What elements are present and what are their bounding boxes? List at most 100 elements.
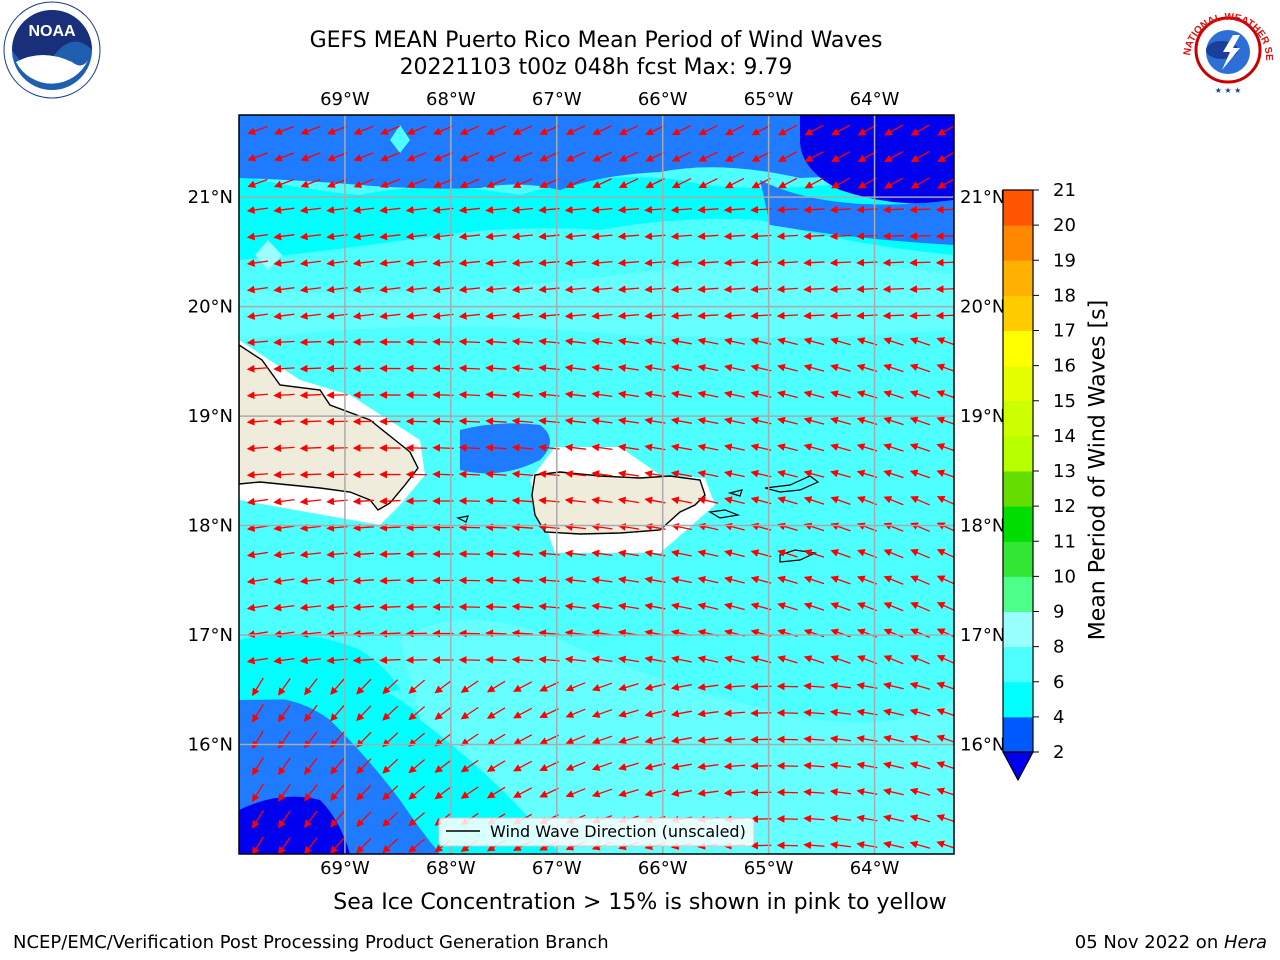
wave-direction-arrow <box>617 364 639 372</box>
wave-direction-arrow <box>698 124 718 136</box>
wave-direction-arrow <box>485 470 507 479</box>
wave-direction-arrow <box>803 602 825 611</box>
wave-direction-arrow <box>326 603 348 612</box>
wave-direction-arrow <box>882 311 905 320</box>
wave-direction-arrow <box>670 470 692 478</box>
wave-direction-arrow <box>304 757 318 775</box>
wave-direction-arrow <box>513 787 533 798</box>
wave-period-field <box>239 115 954 854</box>
wave-direction-arrow <box>617 258 640 267</box>
colorbar-segment <box>1003 260 1033 296</box>
wave-direction-arrow <box>909 840 931 849</box>
graticule <box>239 115 954 854</box>
wave-direction-arrow <box>831 177 851 189</box>
wave-direction-arrow <box>382 705 399 721</box>
lon-label-bottom: 66°W <box>638 858 688 879</box>
wave-direction-arrow <box>458 205 481 214</box>
wave-direction-arrow <box>803 311 825 320</box>
wave-direction-arrow <box>246 206 268 214</box>
wave-direction-arrow <box>909 708 931 717</box>
wave-direction-arrow <box>723 735 746 744</box>
colorbar-segment <box>1003 330 1033 367</box>
footer-date-text: 05 Nov 2022 on <box>1074 932 1224 953</box>
wave-direction-arrow <box>299 444 322 453</box>
wave-direction-arrow <box>645 151 665 162</box>
wave-direction-arrow <box>910 496 930 506</box>
wave-direction-arrow <box>670 443 692 452</box>
wave-direction-arrow <box>617 285 640 294</box>
wave-direction-arrow <box>883 787 904 796</box>
wave-direction-arrow <box>697 549 719 558</box>
wave-direction-arrow <box>352 312 375 320</box>
wave-direction-arrow <box>618 125 639 136</box>
wave-direction-arrow <box>300 152 321 162</box>
wave-direction-arrow <box>512 151 533 162</box>
wave-direction-arrow <box>777 124 798 136</box>
wave-direction-arrow <box>777 337 798 346</box>
wave-direction-arrow <box>777 549 798 558</box>
wave-direction-arrow <box>273 577 295 585</box>
wave-direction-arrow <box>723 788 746 797</box>
colorbar-tick-label: 15 <box>1053 391 1076 412</box>
wave-direction-arrow <box>564 523 587 531</box>
wave-direction-arrow <box>856 549 878 559</box>
wave-direction-arrow <box>278 836 291 854</box>
wave-direction-arrow <box>671 151 692 162</box>
wave-direction-arrow <box>591 735 613 745</box>
wave-direction-arrow <box>460 706 479 720</box>
wave-direction-arrow <box>299 391 322 400</box>
wave-direction-arrow <box>697 575 719 584</box>
wave-direction-arrow <box>459 178 480 188</box>
wave-direction-arrow <box>777 602 798 611</box>
map-frame <box>238 114 955 855</box>
colorbar-segment <box>1003 576 1033 612</box>
wave-direction-arrow <box>459 125 480 135</box>
wave-direction-arrow <box>380 178 401 188</box>
wave-direction-arrow <box>884 177 904 189</box>
wave-direction-arrow <box>723 363 745 372</box>
wave-direction-arrow <box>883 681 904 690</box>
wave-direction-arrow <box>511 205 534 214</box>
wave-direction-arrow <box>776 232 799 241</box>
wave-direction-arrow <box>247 178 268 188</box>
lat-label-left: 21°N <box>188 187 233 208</box>
wave-direction-arrow <box>883 734 904 743</box>
wave-direction-arrow <box>830 337 851 346</box>
wave-direction-arrow <box>326 656 348 665</box>
wave-direction-arrow <box>379 285 401 294</box>
colorbar-segment <box>1003 190 1033 226</box>
nws-logo: NATIONAL WEATHER SERVICE ★ ★ ★ <box>1178 0 1274 95</box>
wave-direction-arrow <box>485 523 507 532</box>
wave-direction-arrow <box>434 732 452 747</box>
wave-direction-arrow <box>460 759 479 773</box>
wave-direction-arrow <box>776 258 799 267</box>
wave-direction-arrow <box>330 784 345 802</box>
wave-direction-arrow <box>459 151 480 162</box>
wave-direction-arrow <box>246 232 268 241</box>
wave-direction-arrow <box>803 390 825 399</box>
wave-direction-arrow <box>434 785 452 800</box>
wave-direction-arrow <box>299 630 322 638</box>
wave-direction-arrow <box>882 285 905 294</box>
wave-direction-arrow <box>697 469 719 478</box>
wave-direction-arrow <box>591 390 613 399</box>
wave-direction-arrow <box>803 469 825 478</box>
svg-text:★ ★ ★: ★ ★ ★ <box>1215 86 1242 95</box>
wave-direction-arrow <box>909 311 931 320</box>
wave-direction-arrow <box>380 152 401 162</box>
wave-direction-arrow <box>458 390 481 399</box>
wave-direction-arrow <box>777 575 798 585</box>
wave-direction-arrow <box>511 417 534 426</box>
wave-direction-arrow <box>803 549 825 558</box>
wave-direction-arrow <box>486 786 506 799</box>
wave-direction-arrow <box>591 417 613 425</box>
wave-direction-arrow <box>433 152 453 162</box>
wave-direction-arrow <box>485 232 507 241</box>
wave-direction-arrow <box>909 787 931 796</box>
wave-direction-arrow <box>697 363 719 372</box>
wave-direction-arrow <box>326 232 348 241</box>
wave-direction-arrow <box>856 575 878 585</box>
wave-direction-arrow <box>511 337 534 346</box>
wave-direction-arrow <box>645 178 665 189</box>
wave-direction-arrow <box>909 390 931 399</box>
